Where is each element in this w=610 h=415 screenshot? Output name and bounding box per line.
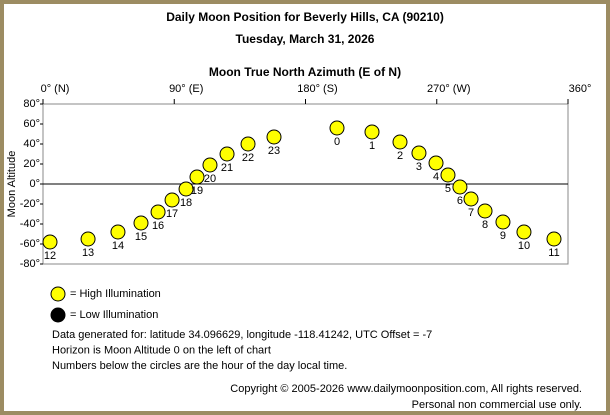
moon-point xyxy=(516,224,532,240)
moon-point xyxy=(80,231,96,247)
moon-point xyxy=(495,214,511,230)
moon-point xyxy=(150,204,166,220)
x-tick-label: 180° (S) xyxy=(297,83,337,95)
moon-point xyxy=(178,181,194,197)
moon-point xyxy=(477,203,493,219)
x-axis-title: Moon True North Azimuth (E of N) xyxy=(209,65,401,79)
moon-point xyxy=(133,215,149,231)
y-tick-label: -80° xyxy=(20,258,40,270)
moon-point xyxy=(546,231,562,247)
hour-label: 23 xyxy=(268,145,280,157)
moon-point xyxy=(440,167,456,183)
y-tick-label: -40° xyxy=(20,218,40,230)
y-axis-title: Moon Altitude xyxy=(6,151,18,218)
copyright: Personal non commercial use only. xyxy=(412,399,582,411)
legend-label: = Low Illumination xyxy=(70,309,158,321)
hour-label: 16 xyxy=(152,220,164,232)
legend-marker xyxy=(50,286,66,302)
hour-label: 7 xyxy=(468,207,474,219)
y-tick-label: -20° xyxy=(20,198,40,210)
note: Data generated for: latitude 34.096629, … xyxy=(52,329,432,341)
moon-point xyxy=(428,155,444,171)
hour-label: 8 xyxy=(482,219,488,231)
moon-point xyxy=(189,169,205,185)
copyright: Copyright © 2005-2026 www.dailymoonposit… xyxy=(230,383,582,395)
moon-point xyxy=(364,124,380,140)
hour-label: 20 xyxy=(204,173,216,185)
moon-point xyxy=(164,192,180,208)
note: Horizon is Moon Altitude 0 on the left o… xyxy=(52,344,271,356)
moon-point xyxy=(42,234,58,250)
hour-label: 2 xyxy=(397,150,403,162)
hour-label: 17 xyxy=(166,208,178,220)
legend-label: = High Illumination xyxy=(70,288,161,300)
moon-point xyxy=(240,136,256,152)
chart-subtitle: Tuesday, March 31, 2026 xyxy=(236,32,375,46)
hour-label: 5 xyxy=(445,183,451,195)
hour-label: 3 xyxy=(416,161,422,173)
x-tick-label: 0° (N) xyxy=(41,83,70,95)
y-tick-label: 0° xyxy=(29,178,40,190)
chart-title: Daily Moon Position for Beverly Hills, C… xyxy=(166,10,444,24)
moon-point xyxy=(202,157,218,173)
note: Numbers below the circles are the hour o… xyxy=(52,360,347,372)
y-tick-label: 20° xyxy=(23,158,40,170)
y-tick-label: -60° xyxy=(20,238,40,250)
moon-point xyxy=(266,129,282,145)
hour-label: 9 xyxy=(500,230,506,242)
moon-point xyxy=(452,179,468,195)
hour-label: 11 xyxy=(548,247,559,259)
moon-point xyxy=(219,146,235,162)
hour-label: 14 xyxy=(112,240,124,252)
y-tick-label: 40° xyxy=(23,138,40,150)
y-tick-label: 80° xyxy=(23,98,40,110)
hour-label: 19 xyxy=(191,185,203,197)
hour-label: 1 xyxy=(369,140,375,152)
moon-point xyxy=(463,191,479,207)
y-tick-label: 60° xyxy=(23,118,40,130)
hour-label: 0 xyxy=(334,136,340,148)
moon-point xyxy=(110,224,126,240)
hour-label: 22 xyxy=(242,152,254,164)
x-tick-label: 270° (W) xyxy=(427,83,471,95)
hour-label: 6 xyxy=(457,195,463,207)
hour-label: 12 xyxy=(44,250,56,262)
x-tick-label: 360° xyxy=(569,83,592,95)
hour-label: 13 xyxy=(82,247,94,259)
moon-point xyxy=(392,134,408,150)
hour-label: 15 xyxy=(135,231,147,243)
moon-point xyxy=(329,120,345,136)
hour-label: 10 xyxy=(518,240,530,252)
hour-label: 18 xyxy=(180,197,192,209)
legend-marker xyxy=(50,307,66,323)
moon-point xyxy=(411,145,427,161)
hour-label: 4 xyxy=(433,171,439,183)
hour-label: 21 xyxy=(221,162,233,174)
x-tick-label: 90° (E) xyxy=(169,83,203,95)
